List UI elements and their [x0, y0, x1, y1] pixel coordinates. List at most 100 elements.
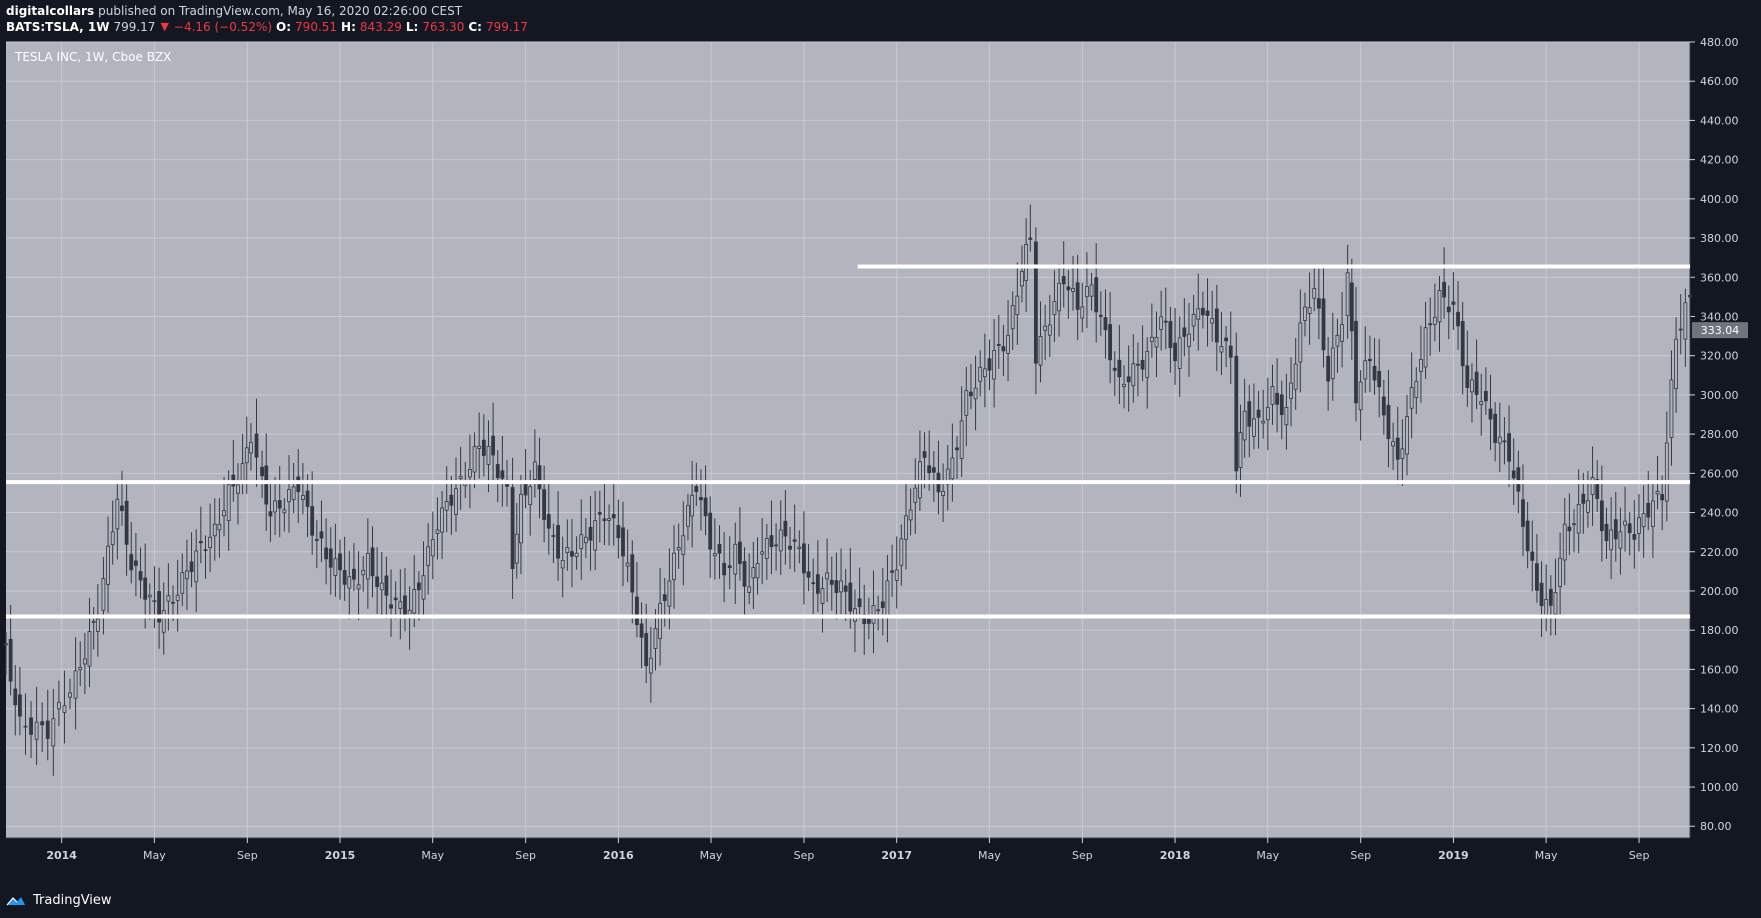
candle-body[interactable] [362, 570, 365, 574]
candle-body[interactable] [366, 553, 369, 579]
candle-body[interactable] [1146, 351, 1149, 377]
candle-body[interactable] [626, 563, 629, 566]
candle-body[interactable] [1540, 583, 1543, 605]
candle-body[interactable] [315, 539, 318, 540]
candle-body[interactable] [69, 693, 72, 697]
candle-body[interactable] [1020, 271, 1023, 285]
candle-body[interactable] [552, 536, 555, 537]
candle-body[interactable] [1568, 527, 1571, 531]
candle-body[interactable] [1401, 449, 1404, 458]
candle-body[interactable] [858, 599, 861, 607]
candle-body[interactable] [1183, 328, 1186, 336]
candle-body[interactable] [102, 579, 105, 611]
candle-body[interactable] [1290, 383, 1293, 398]
candle-body[interactable] [209, 537, 212, 547]
candle-body[interactable] [816, 575, 819, 594]
candle-body[interactable] [1498, 437, 1501, 443]
candle-body[interactable] [844, 586, 847, 591]
candle-body[interactable] [765, 538, 768, 558]
candle-body[interactable] [218, 524, 221, 529]
candle-body[interactable] [1675, 339, 1678, 388]
candle-body[interactable] [1484, 391, 1487, 400]
candle-body[interactable] [928, 466, 931, 473]
candle-body[interactable] [1563, 524, 1566, 560]
candle-body[interactable] [120, 506, 123, 511]
candle-body[interactable] [1095, 278, 1098, 312]
candle-body[interactable] [1610, 530, 1613, 550]
candle-body[interactable] [723, 563, 726, 575]
candle-body[interactable] [5, 644, 8, 645]
candle-body[interactable] [301, 496, 304, 500]
candle-body[interactable] [1225, 338, 1228, 341]
candle-body[interactable] [956, 448, 959, 450]
candle-body[interactable] [1215, 309, 1218, 342]
candle-body[interactable] [1429, 324, 1432, 325]
candle-body[interactable] [988, 359, 991, 370]
candle-body[interactable] [57, 702, 60, 709]
candle-body[interactable] [1192, 314, 1195, 326]
candle-body[interactable] [74, 671, 77, 698]
candle-body[interactable] [1521, 500, 1524, 527]
publisher-name[interactable]: digitalcollars [6, 3, 94, 19]
candle-body[interactable] [1160, 317, 1163, 330]
candle-body[interactable] [1624, 521, 1627, 525]
candle-body[interactable] [385, 576, 388, 595]
candle-body[interactable] [478, 446, 481, 448]
candle-body[interactable] [394, 598, 397, 600]
candle-body[interactable] [441, 508, 444, 532]
candle-body[interactable] [1048, 325, 1051, 335]
candle-body[interactable] [399, 602, 402, 609]
candle-body[interactable] [1591, 477, 1594, 494]
candle-body[interactable] [1308, 308, 1311, 314]
candle-body[interactable] [951, 458, 954, 479]
candle-body[interactable] [144, 578, 147, 599]
candle-body[interactable] [699, 497, 702, 499]
candle-body[interactable] [1090, 285, 1093, 296]
candle-body[interactable] [561, 560, 564, 568]
candle-body[interactable] [1368, 359, 1371, 360]
candle-body[interactable] [1341, 325, 1344, 342]
candle-body[interactable] [1512, 471, 1515, 478]
candle-body[interactable] [496, 464, 499, 477]
candle-body[interactable] [1076, 283, 1079, 310]
candle-body[interactable] [1317, 299, 1320, 308]
candle-body[interactable] [1452, 302, 1455, 304]
candle-body[interactable] [297, 477, 300, 492]
candle-body[interactable] [807, 572, 810, 577]
candle-body[interactable] [1243, 411, 1246, 440]
candle-body[interactable] [287, 490, 290, 502]
candle-body[interactable] [311, 507, 314, 536]
candle-body[interactable] [1354, 321, 1357, 402]
candle-body[interactable] [608, 519, 611, 521]
candle-body[interactable] [41, 722, 44, 725]
candle-body[interactable] [501, 471, 504, 479]
candle-body[interactable] [645, 634, 648, 666]
candle-body[interactable] [482, 440, 485, 455]
candle-body[interactable] [403, 596, 406, 617]
candle-body[interactable] [1178, 338, 1181, 369]
candle-body[interactable] [1410, 387, 1413, 408]
candle-body[interactable] [1447, 307, 1450, 312]
candle-body[interactable] [436, 530, 439, 533]
candle-body[interactable] [1141, 360, 1144, 369]
candle-body[interactable] [1396, 438, 1399, 459]
candle-body[interactable] [1619, 532, 1622, 548]
candle-body[interactable] [718, 544, 721, 553]
candle-body[interactable] [450, 495, 453, 505]
candle-body[interactable] [116, 499, 119, 529]
candle-body[interactable] [1559, 558, 1562, 586]
candle-body[interactable] [1155, 337, 1158, 347]
candle-body[interactable] [704, 498, 707, 516]
candle-body[interactable] [1373, 366, 1376, 380]
candle-body[interactable] [320, 532, 323, 538]
candle-body[interactable] [249, 442, 252, 453]
candle-body[interactable] [459, 476, 462, 478]
candle-body[interactable] [1002, 347, 1005, 351]
candle-body[interactable] [357, 585, 360, 589]
candle-body[interactable] [190, 562, 193, 572]
candle-body[interactable] [728, 566, 731, 568]
candle-body[interactable] [417, 583, 420, 590]
candle-body[interactable] [1406, 417, 1409, 454]
candle-body[interactable] [1480, 401, 1483, 404]
